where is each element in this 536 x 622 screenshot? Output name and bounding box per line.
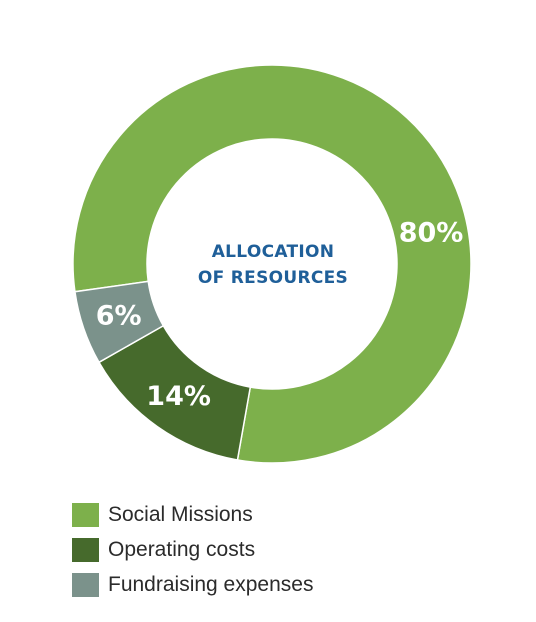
legend-swatch-operating-costs — [72, 537, 99, 562]
legend-label-social-missions: Social Missions — [108, 502, 253, 526]
legend-item-operating-costs: Operating costs — [72, 532, 313, 567]
center-title-line-1: ALLOCATION — [212, 242, 335, 262]
donut-slice-fundraising-expenses — [74, 280, 165, 364]
slice-labels: 80% 14% 6% — [96, 218, 464, 412]
legend-swatch-fundraising-expenses — [72, 572, 99, 597]
legend-label-fundraising-expenses: Fundraising expenses — [108, 572, 314, 596]
center-title-line-2: OF RESOURCES — [198, 268, 348, 288]
slice-label-operating-costs: 14% — [146, 381, 211, 412]
legend-label-operating-costs: Operating costs — [108, 537, 256, 561]
legend: Social Missions Operating costs Fundrais… — [72, 497, 313, 602]
slice-label-social-missions: 80% — [399, 218, 464, 249]
donut-slices — [72, 64, 472, 464]
donut-slice-social-missions — [72, 64, 472, 464]
donut-chart: 80% 14% 6% ALLOCATION OF RESOURCES — [72, 64, 472, 464]
legend-item-fundraising-expenses: Fundraising expenses — [72, 567, 313, 602]
legend-item-social-missions: Social Missions — [72, 497, 313, 532]
legend-swatch-social-missions — [72, 502, 99, 527]
slice-label-fundraising-expenses: 6% — [96, 301, 142, 332]
